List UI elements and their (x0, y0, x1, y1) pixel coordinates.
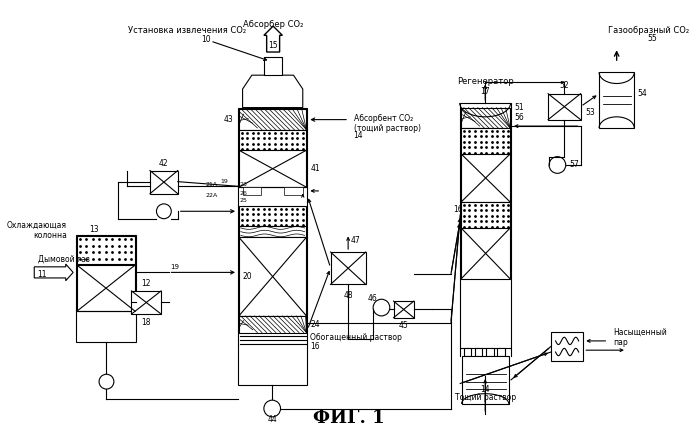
Text: 15: 15 (268, 41, 278, 50)
Text: Регенератор: Регенератор (457, 77, 514, 86)
Text: 12: 12 (141, 279, 151, 288)
FancyArrow shape (34, 264, 73, 281)
Text: 48: 48 (343, 291, 353, 300)
Bar (548, 93, 580, 120)
Text: 19: 19 (170, 264, 179, 270)
Bar (76, 235, 136, 342)
Text: 17: 17 (480, 86, 490, 96)
Bar (238, 108, 307, 385)
Bar (132, 291, 161, 314)
Bar (243, 187, 261, 194)
Bar (551, 332, 583, 361)
Bar (461, 128, 510, 154)
Bar (239, 316, 307, 333)
Text: 16: 16 (310, 342, 320, 351)
Text: 46: 46 (368, 294, 377, 303)
Text: 41: 41 (310, 164, 320, 173)
Text: 18: 18 (141, 318, 151, 327)
Text: 55: 55 (648, 34, 657, 43)
Bar (239, 130, 307, 150)
Text: 52: 52 (559, 81, 568, 90)
Text: 43: 43 (223, 115, 233, 124)
Text: 24: 24 (310, 320, 320, 329)
Text: 14: 14 (480, 385, 490, 394)
Bar (284, 187, 303, 194)
Circle shape (99, 374, 114, 389)
Bar (497, 348, 505, 356)
Text: 25: 25 (240, 198, 248, 203)
Text: Дымовой газ: Дымовой газ (38, 254, 90, 263)
Text: Установка извлечения CO₂: Установка извлечения CO₂ (128, 26, 246, 35)
Polygon shape (243, 75, 303, 108)
Text: Насыщенный
пар: Насыщенный пар (613, 327, 666, 347)
Bar (264, 57, 282, 75)
Text: Охлаждающая
колонна: Охлаждающая колонна (7, 221, 66, 240)
Text: 47: 47 (351, 237, 360, 245)
Bar (393, 301, 414, 318)
Text: 11: 11 (37, 270, 46, 279)
Text: ФИГ. 1: ФИГ. 1 (314, 409, 385, 427)
Text: 53: 53 (585, 108, 595, 117)
Bar (239, 109, 307, 130)
Text: 45: 45 (399, 321, 409, 330)
Bar (461, 202, 510, 228)
Bar (77, 265, 135, 311)
Text: 23: 23 (240, 182, 248, 187)
Text: 26: 26 (240, 191, 248, 196)
Bar (599, 72, 634, 128)
Bar (239, 206, 307, 226)
Bar (239, 226, 307, 237)
Bar (462, 356, 509, 404)
Bar (150, 171, 178, 194)
Text: 51: 51 (514, 103, 524, 112)
Text: 19: 19 (220, 179, 229, 184)
Text: 54: 54 (637, 89, 647, 98)
Circle shape (264, 400, 281, 417)
Text: 56: 56 (514, 113, 524, 122)
Bar (461, 108, 510, 128)
Text: 13: 13 (90, 225, 99, 234)
Text: Обогащенный раствор: Обогащенный раствор (310, 333, 402, 342)
Bar (239, 150, 307, 187)
Bar (464, 348, 471, 356)
Text: 16: 16 (453, 205, 463, 214)
Bar (460, 103, 511, 348)
Text: 22A: 22A (206, 193, 218, 198)
Text: 44: 44 (267, 415, 277, 424)
Text: 14: 14 (354, 131, 363, 140)
FancyArrow shape (264, 26, 282, 52)
Text: 21A: 21A (206, 182, 218, 187)
Text: Абсорбент CO₂
(тощий раствор): Абсорбент CO₂ (тощий раствор) (354, 114, 421, 133)
Text: Абсорбер CO₂: Абсорбер CO₂ (243, 20, 303, 29)
Circle shape (549, 157, 566, 173)
Bar (239, 237, 307, 316)
Bar (330, 252, 365, 284)
Text: 20: 20 (243, 272, 252, 280)
Text: 42: 42 (159, 159, 169, 168)
Bar (461, 154, 510, 202)
Bar (475, 348, 482, 356)
Circle shape (157, 204, 172, 219)
Text: 10: 10 (201, 35, 211, 44)
Text: 57: 57 (569, 160, 579, 170)
Text: Газообразный CO₂: Газообразный CO₂ (608, 26, 690, 35)
Bar (461, 228, 510, 279)
Bar (77, 236, 135, 264)
Bar (486, 348, 493, 356)
Circle shape (373, 299, 390, 316)
Text: Тощий раствор: Тощий раствор (454, 393, 516, 402)
